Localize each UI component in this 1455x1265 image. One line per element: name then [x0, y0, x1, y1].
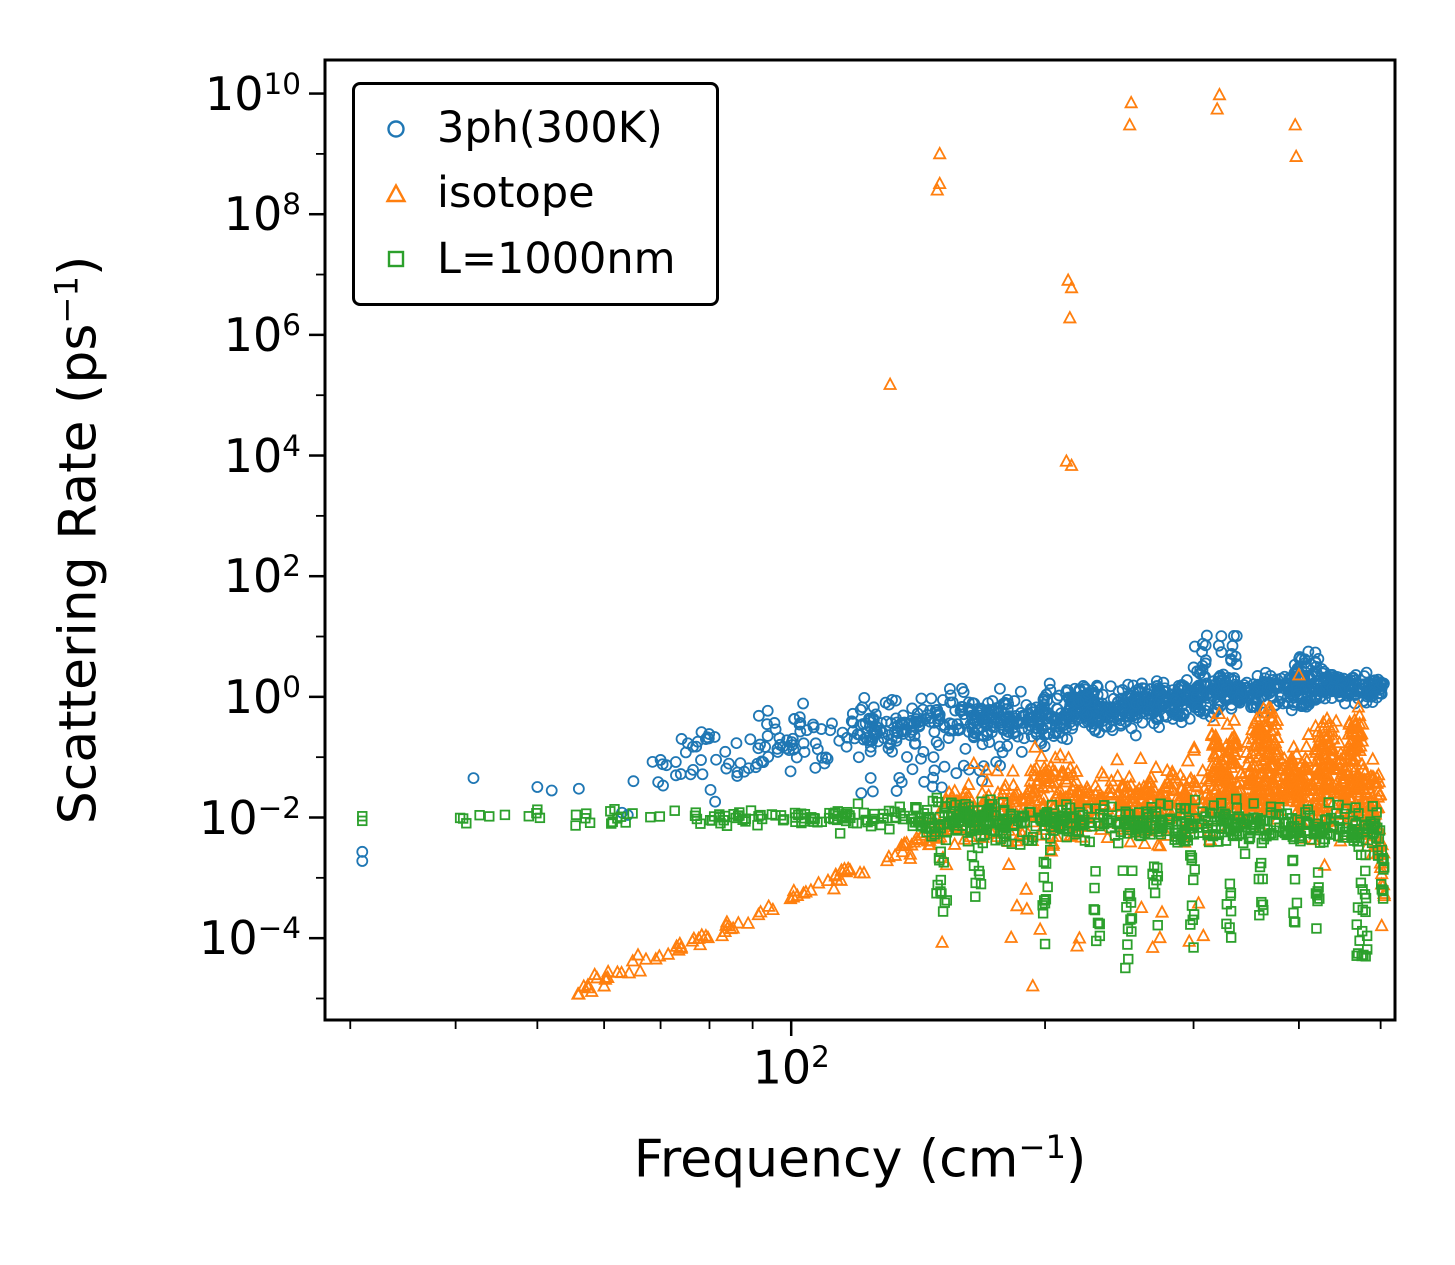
- x-axis-label: Frequency (cm−1): [634, 1128, 1087, 1189]
- x-axis-label-sup: −1: [1018, 1128, 1066, 1166]
- legend-entry-L1000nm: L=1000nm: [379, 233, 676, 284]
- x-axis-label-text: Frequency (cm: [633, 1129, 1019, 1190]
- y-axis-label-close: ): [48, 255, 109, 277]
- legend-label-isotope: isotope: [437, 168, 595, 219]
- legend-entry-3ph: 3ph(300K): [379, 103, 676, 153]
- x-axis-label-close: ): [1065, 1129, 1087, 1190]
- legend-label-3ph: 3ph(300K): [437, 103, 663, 153]
- y-axis-label-text: Scattering Rate (ps: [48, 323, 109, 825]
- legend-entry-isotope: isotope: [379, 168, 676, 219]
- square-marker-icon: [387, 251, 405, 268]
- y-axis-label: Scattering Rate (ps−1): [47, 256, 108, 825]
- triangle-marker-icon: [385, 182, 407, 203]
- legend-label-L1000nm: L=1000nm: [437, 233, 676, 284]
- y-axis-label-sup: −1: [47, 276, 86, 324]
- legend: 3ph(300K) isotope L=1000nm: [352, 82, 719, 306]
- circle-marker-icon: [387, 119, 405, 138]
